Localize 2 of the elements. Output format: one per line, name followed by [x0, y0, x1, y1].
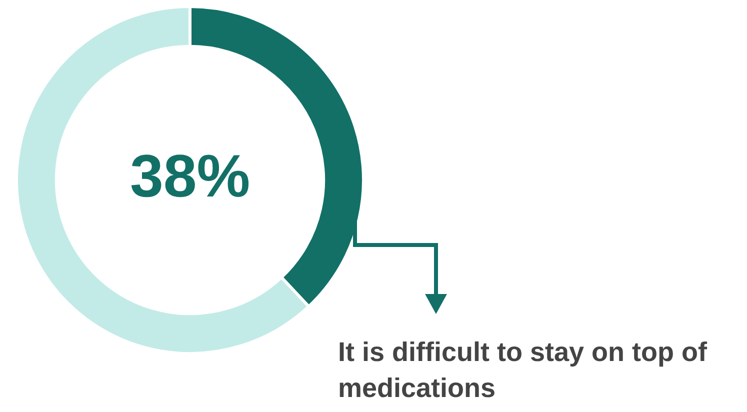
data-label: 38%	[130, 142, 250, 210]
legend-label: It is difficult to stay on top of medications	[338, 336, 708, 405]
